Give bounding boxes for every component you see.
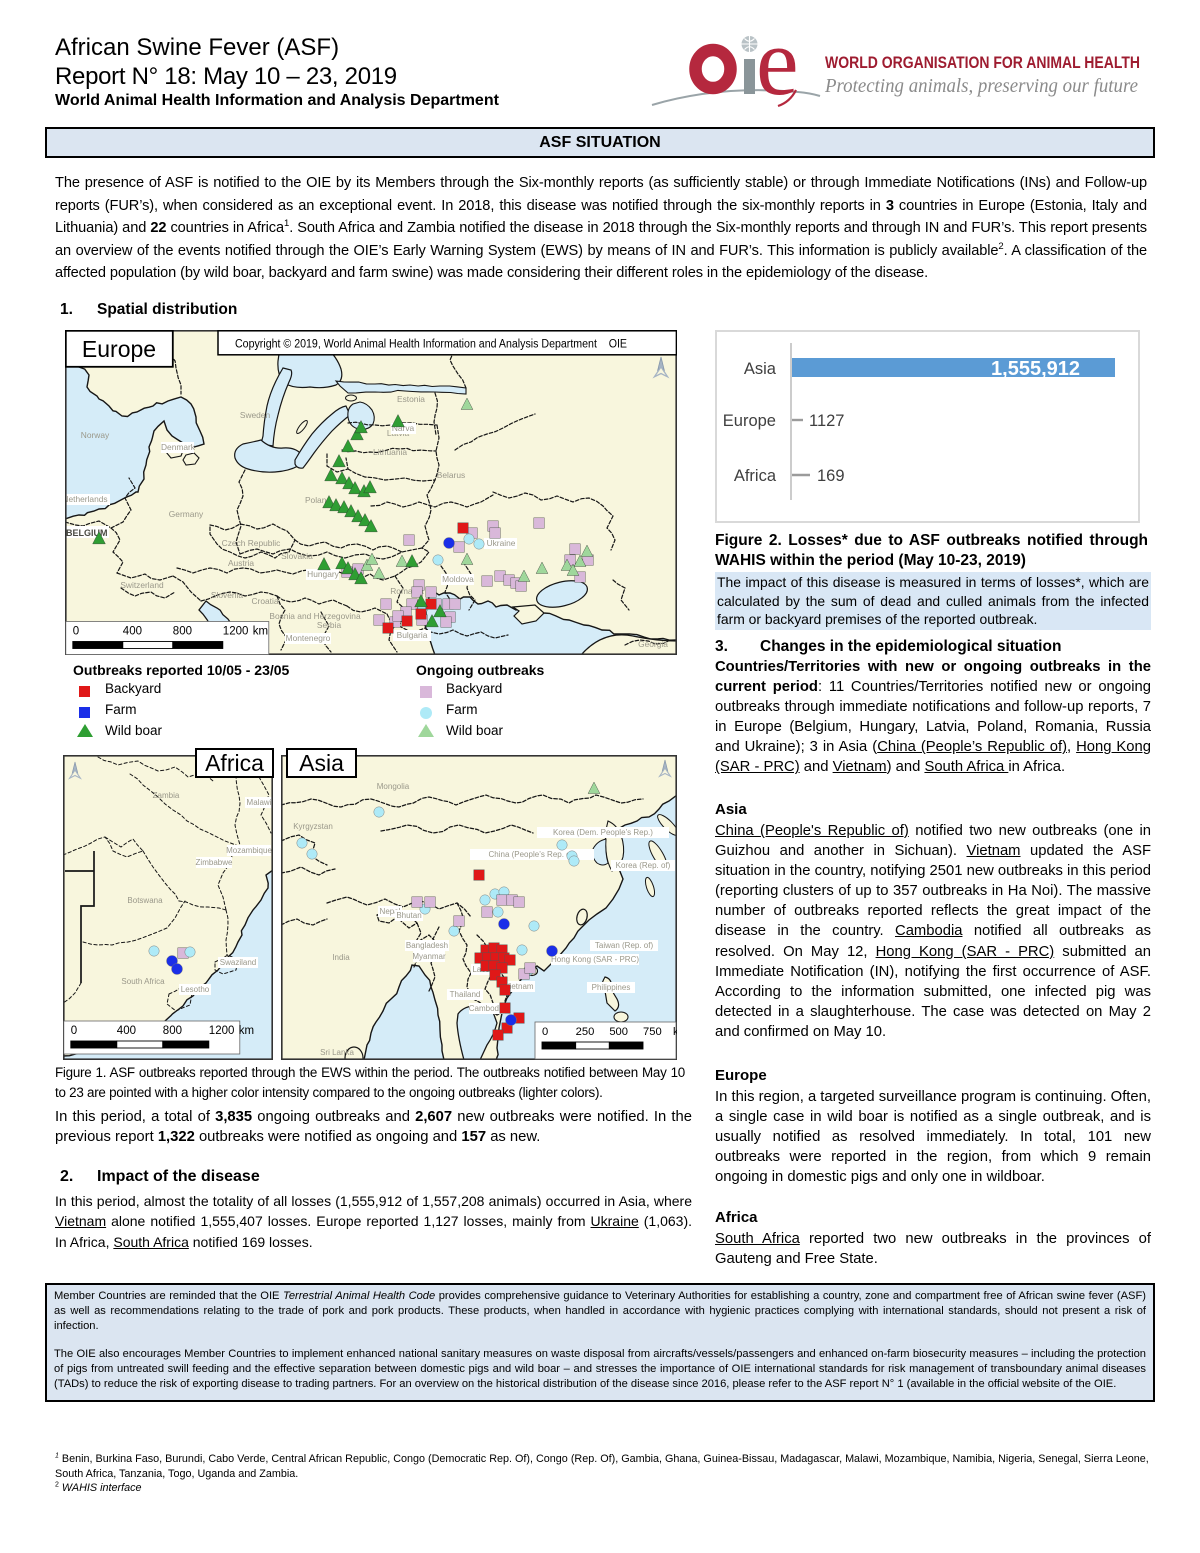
svg-text:Swaziland: Swaziland — [220, 958, 256, 967]
svg-text:Netherlands: Netherlands — [65, 494, 108, 504]
svg-text:750: 750 — [643, 1026, 662, 1038]
svg-text:250: 250 — [576, 1026, 595, 1038]
svg-text:Vietnam: Vietnam — [504, 982, 534, 991]
svg-text:Hungary: Hungary — [307, 569, 339, 579]
svg-text:WORLD ORGANISATION FOR ANIMAL: WORLD ORGANISATION FOR ANIMAL HEALTH — [825, 54, 1140, 72]
svg-text:1,555,912: 1,555,912 — [991, 358, 1080, 380]
svg-text:Poland: Poland — [305, 495, 331, 505]
svg-text:Romania: Romania — [390, 586, 424, 596]
svg-text:Austria: Austria — [228, 558, 254, 568]
svg-text:1200: 1200 — [223, 626, 249, 638]
svg-text:Switzerland: Switzerland — [120, 580, 164, 590]
svg-text:Botswana: Botswana — [127, 896, 163, 905]
svg-text:Protecting animals, preserving: Protecting animals, preserving our futur… — [824, 76, 1138, 97]
svg-text:South Africa: South Africa — [121, 977, 165, 986]
svg-text:Norway: Norway — [81, 430, 110, 440]
svg-text:Bhutan: Bhutan — [396, 911, 421, 920]
svg-text:km: km — [673, 1026, 677, 1038]
svg-text:Sweden: Sweden — [240, 410, 271, 420]
svg-text:1200: 1200 — [209, 1025, 235, 1037]
svg-text:0: 0 — [71, 1025, 77, 1037]
svg-text:Serbia: Serbia — [317, 620, 342, 630]
svg-text:Germany: Germany — [169, 509, 204, 519]
svg-text:Croatia: Croatia — [252, 596, 279, 606]
svg-text:Myanmar: Myanmar — [412, 952, 446, 961]
svg-text:Malawi: Malawi — [247, 798, 272, 807]
svg-text:Montenegro: Montenegro — [286, 633, 331, 643]
svg-text:km: km — [239, 1025, 254, 1037]
svg-text:Mozambique: Mozambique — [226, 846, 272, 855]
svg-text:Europe: Europe — [723, 412, 776, 430]
svg-text:Korea (Dem. People’s Rep.): Korea (Dem. People’s Rep.) — [553, 828, 653, 837]
svg-text:Estonia: Estonia — [397, 394, 425, 404]
svg-text:0: 0 — [542, 1026, 548, 1038]
svg-text:Bulgaria: Bulgaria — [397, 630, 428, 640]
svg-text:Czech Republic: Czech Republic — [222, 538, 281, 548]
svg-text:Cambodia: Cambodia — [469, 1004, 506, 1013]
svg-text:India: India — [332, 953, 350, 962]
svg-text:Africa: Africa — [734, 467, 777, 485]
svg-text:400: 400 — [123, 626, 142, 638]
svg-text:Lithuania: Lithuania — [373, 447, 407, 457]
svg-text:Philippines: Philippines — [592, 983, 631, 992]
svg-text:Lesotho: Lesotho — [181, 985, 210, 994]
svg-text:Nepal: Nepal — [380, 907, 401, 916]
svg-text:Zimbabwe: Zimbabwe — [196, 858, 233, 867]
svg-text:169: 169 — [817, 467, 845, 485]
svg-text:Sri Lanka: Sri Lanka — [320, 1048, 354, 1057]
svg-text:Bosnia and Herzegovina: Bosnia and Herzegovina — [269, 611, 361, 621]
svg-text:km: km — [253, 626, 268, 638]
svg-text:Kyrgyzstan: Kyrgyzstan — [293, 822, 333, 831]
svg-text:Europe: Europe — [82, 336, 156, 362]
svg-text:Narva: Narva — [392, 423, 415, 433]
svg-text:Copyright © 2019, World Animal: Copyright © 2019, World Animal Health In… — [235, 339, 627, 351]
svg-text:Ukraine: Ukraine — [487, 538, 516, 548]
svg-text:China (People’s Rep. of): China (People’s Rep. of) — [488, 850, 575, 859]
svg-text:Denmark: Denmark — [161, 442, 196, 452]
svg-text:Moldova: Moldova — [442, 574, 474, 584]
svg-text:e: e — [756, 28, 799, 115]
svg-text:1127: 1127 — [809, 412, 844, 430]
svg-text:Georgia: Georgia — [638, 639, 668, 649]
svg-text:BELGIUM: BELGIUM — [66, 528, 108, 538]
svg-text:Zambia: Zambia — [153, 791, 180, 800]
svg-text:400: 400 — [117, 1025, 136, 1037]
svg-text:Mongolia: Mongolia — [377, 782, 410, 791]
svg-text:Asia: Asia — [744, 360, 777, 378]
svg-text:Bangladesh: Bangladesh — [406, 941, 448, 950]
svg-text:500: 500 — [609, 1026, 628, 1038]
svg-text:Slovakia: Slovakia — [281, 551, 313, 561]
svg-text:0: 0 — [73, 626, 79, 638]
svg-text:Slovenia: Slovenia — [211, 590, 243, 600]
svg-text:800: 800 — [173, 626, 192, 638]
svg-text:800: 800 — [163, 1025, 182, 1037]
svg-text:Thailand: Thailand — [450, 990, 481, 999]
svg-text:Korea (Rep. of): Korea (Rep. of) — [616, 861, 671, 870]
svg-text:Belarus: Belarus — [437, 470, 465, 480]
svg-text:Hong Kong (SAR - PRC): Hong Kong (SAR - PRC) — [551, 955, 639, 964]
svg-text:Taiwan (Rep. of): Taiwan (Rep. of) — [595, 941, 654, 950]
